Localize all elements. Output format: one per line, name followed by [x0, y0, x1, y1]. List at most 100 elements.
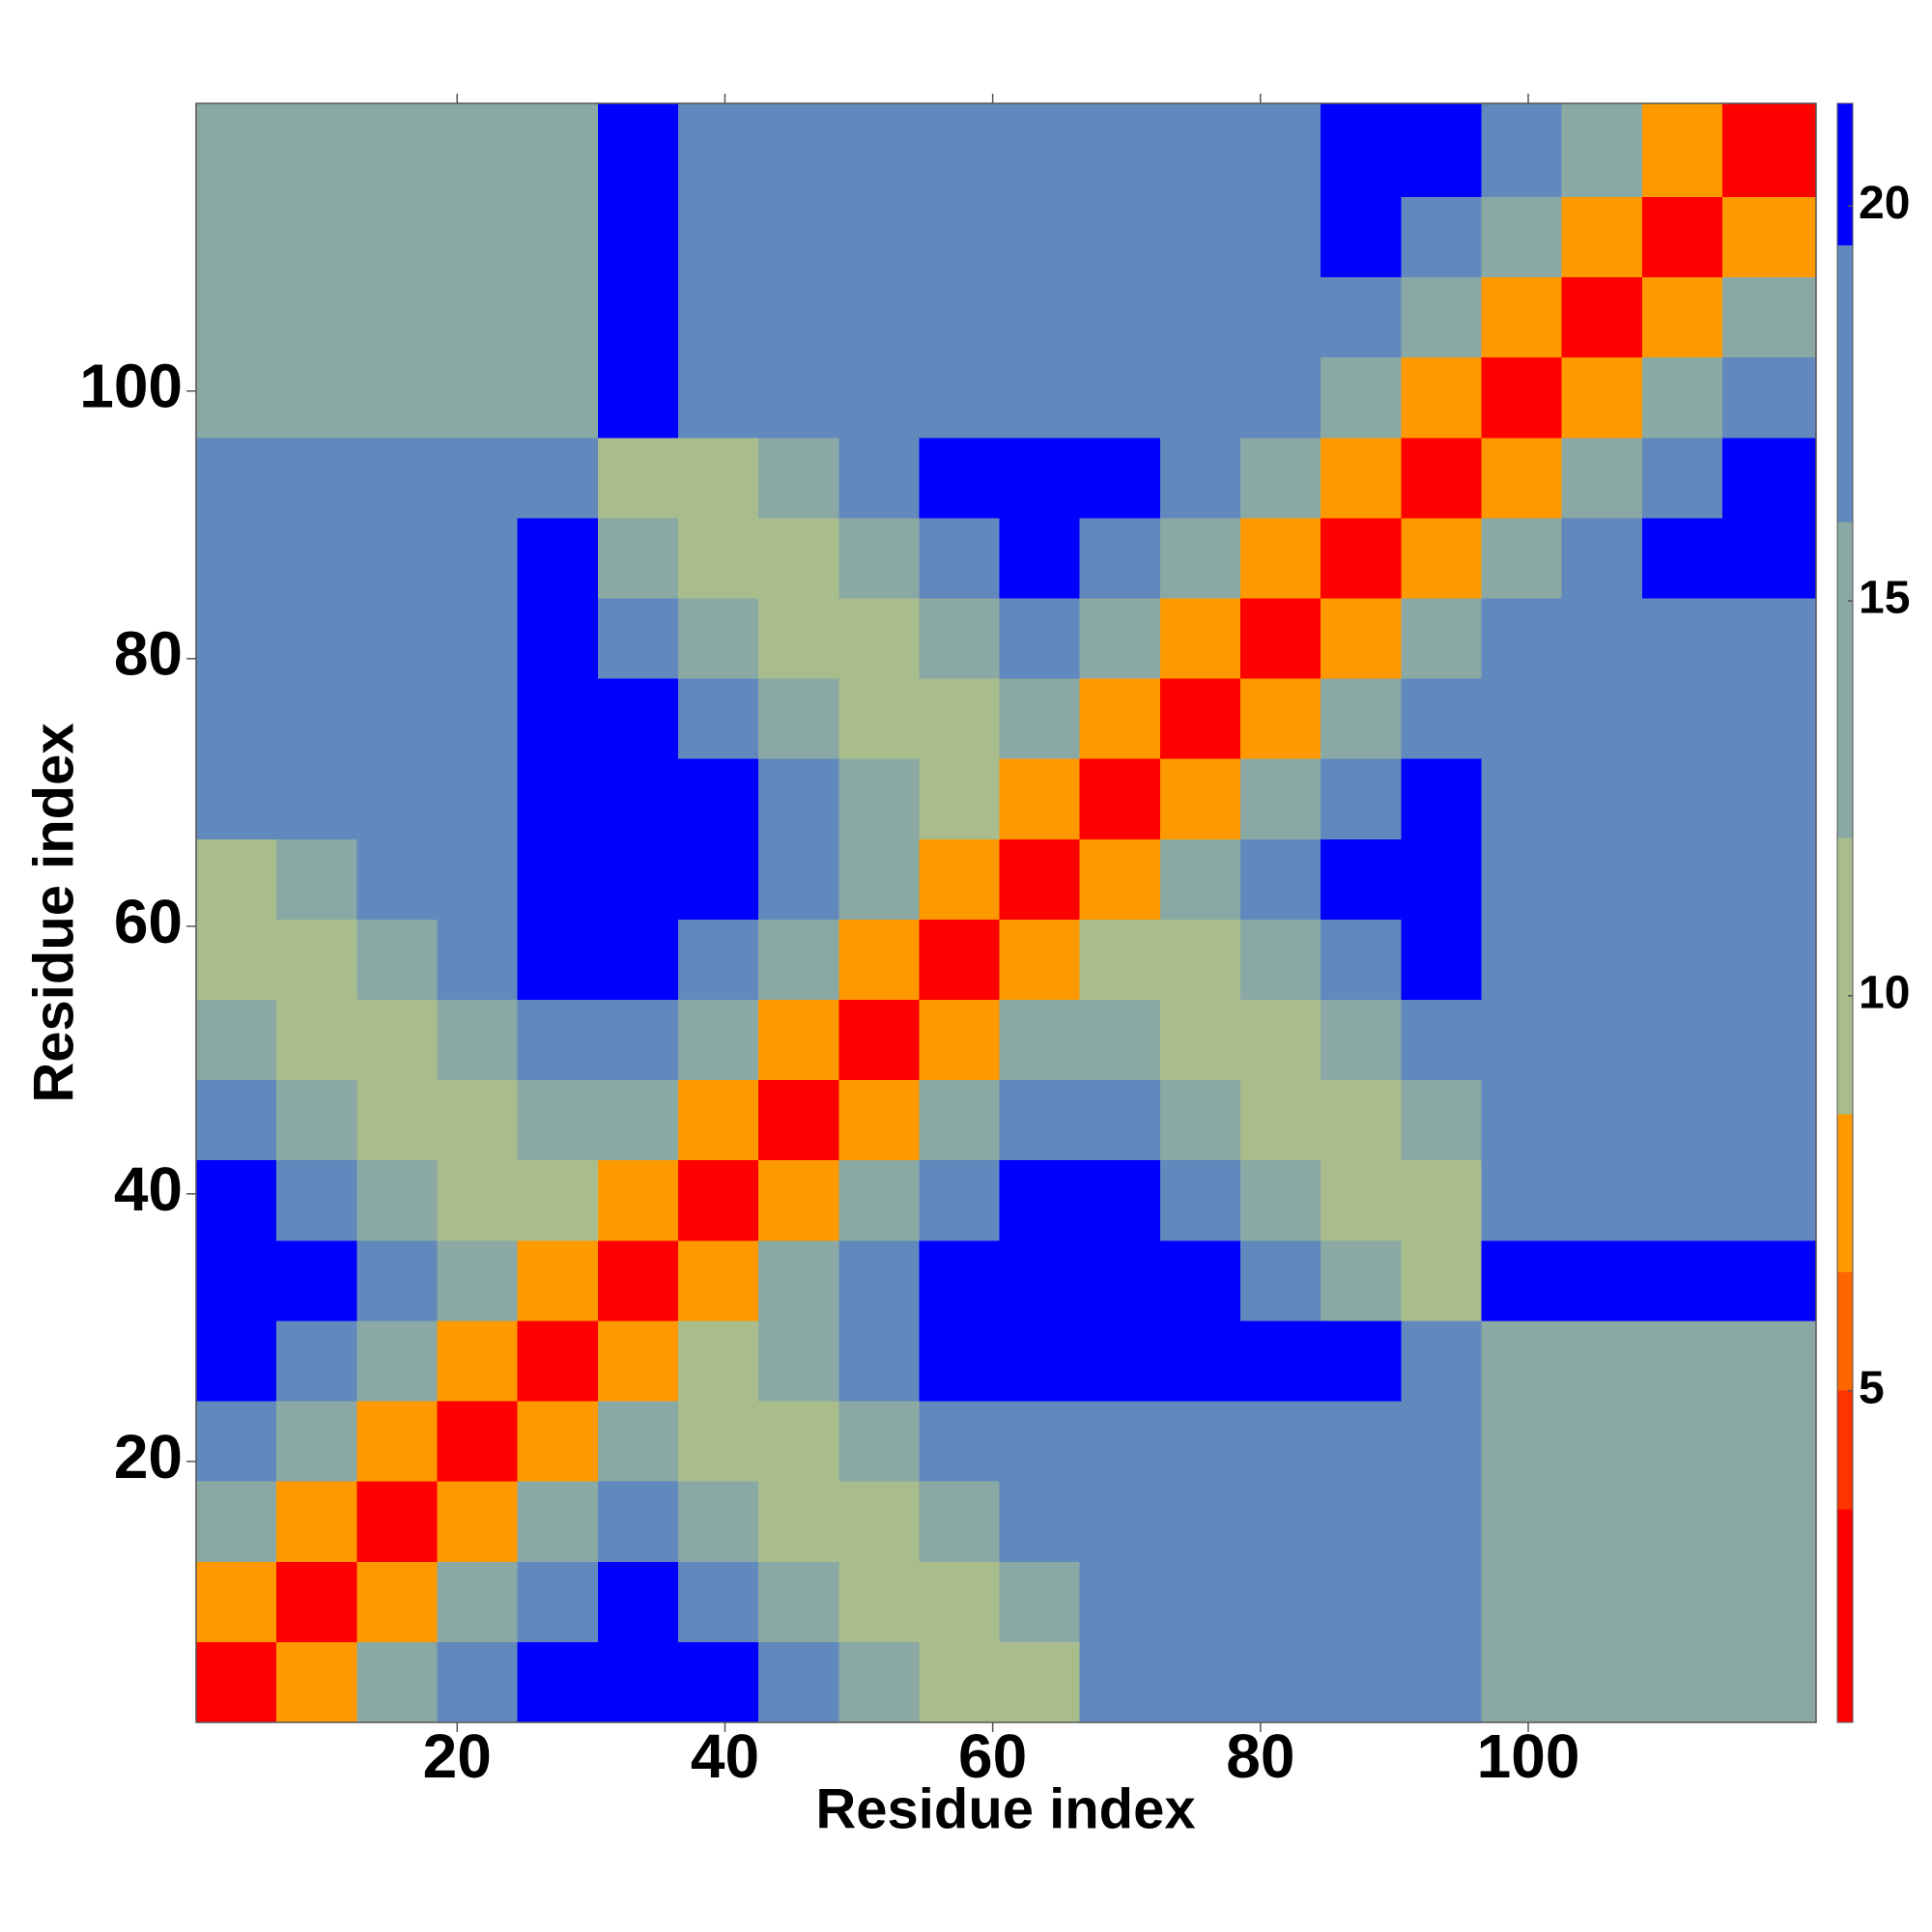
heatmap-cell — [1481, 277, 1562, 358]
heatmap-cell — [1481, 518, 1562, 599]
heatmap-cell — [437, 598, 518, 679]
heatmap-cell — [677, 678, 759, 759]
heatmap-cell — [437, 1080, 518, 1161]
heatmap-cell — [1561, 1401, 1642, 1482]
heatmap-cell — [597, 357, 678, 439]
heatmap-cell — [1321, 838, 1402, 920]
heatmap-cell — [356, 1321, 438, 1402]
heatmap-cell — [1321, 277, 1402, 358]
heatmap-cell — [1481, 678, 1562, 759]
heatmap-cell — [1159, 598, 1241, 679]
heatmap-cell — [276, 838, 357, 920]
heatmap-cell — [276, 1080, 357, 1161]
heatmap-cell — [1159, 1160, 1241, 1241]
heatmap-cell — [919, 1240, 1000, 1321]
heatmap-cell — [517, 1240, 598, 1321]
heatmap-cell — [1481, 1641, 1562, 1722]
heatmap-cell — [1079, 277, 1160, 358]
heatmap-cell — [838, 838, 920, 920]
heatmap-cell — [999, 1321, 1080, 1402]
heatmap-cell — [597, 1000, 678, 1081]
heatmap-cell — [1401, 103, 1482, 197]
heatmap-cell — [758, 1321, 839, 1402]
heatmap-cell — [1321, 1321, 1402, 1402]
heatmap-cell — [1641, 357, 1722, 439]
heatmap-cell — [517, 1321, 598, 1402]
heatmap-cell — [437, 1641, 518, 1722]
heatmap-cell — [758, 1080, 839, 1161]
heatmap-cell — [437, 1561, 518, 1642]
heatmap-cell — [838, 919, 920, 1001]
heatmap-cell — [677, 277, 759, 358]
heatmap-cell — [1159, 758, 1241, 839]
heatmap-cell — [276, 1561, 357, 1642]
heatmap-cell — [838, 1641, 920, 1722]
heatmap-cell — [1240, 1160, 1321, 1241]
heatmap-cell — [597, 1561, 678, 1642]
heatmap-cell — [1079, 1240, 1160, 1321]
heatmap-cell — [1401, 357, 1482, 439]
heatmap-cell — [677, 438, 759, 519]
heatmap-cell — [1240, 1481, 1321, 1562]
heatmap-cell — [919, 196, 1000, 278]
heatmap-cell — [1240, 678, 1321, 759]
heatmap-cell — [758, 277, 839, 358]
heatmap-cell — [1159, 1080, 1241, 1161]
heatmap-cell — [437, 919, 518, 1001]
heatmap-cell — [1159, 919, 1241, 1001]
heatmap — [196, 103, 1816, 1722]
heatmap-cell — [1401, 1401, 1482, 1482]
heatmap-cell — [1641, 598, 1722, 679]
heatmap-cell — [1641, 196, 1722, 278]
heatmap-cell — [356, 919, 438, 1001]
heatmap-cell — [1721, 598, 1816, 679]
heatmap-cell — [1561, 277, 1642, 358]
heatmap-cell — [276, 1481, 357, 1562]
heatmap-cell — [1481, 1561, 1562, 1642]
heatmap-cell — [1641, 758, 1722, 839]
heatmap-cell — [1401, 758, 1482, 839]
heatmap-cell — [1481, 1321, 1562, 1402]
heatmap-cell — [196, 1481, 277, 1562]
colorbar-band — [1837, 522, 1853, 838]
heatmap-cell — [597, 518, 678, 599]
heatmap-cell — [597, 678, 678, 759]
heatmap-cell — [1721, 1321, 1816, 1402]
heatmap-cell — [758, 357, 839, 439]
heatmap-cell — [677, 919, 759, 1001]
heatmap-cell — [677, 598, 759, 679]
heatmap-cell — [999, 103, 1080, 197]
plot-frame — [195, 102, 1817, 1723]
heatmap-cell — [838, 357, 920, 439]
heatmap-cell — [1721, 277, 1816, 358]
heatmap-cell — [1159, 438, 1241, 519]
y-tick-label: 100 — [79, 352, 183, 421]
heatmap-cell — [1561, 1000, 1642, 1081]
heatmap-cell — [1240, 438, 1321, 519]
heatmap-cell — [597, 1481, 678, 1562]
heatmap-cell — [919, 598, 1000, 679]
heatmap-cell — [276, 1641, 357, 1722]
heatmap-cell — [1321, 919, 1402, 1001]
heatmap-cell — [517, 678, 598, 759]
heatmap-cell — [1321, 758, 1402, 839]
colorbar-band — [1837, 1390, 1853, 1510]
heatmap-cell — [838, 518, 920, 599]
heatmap-cell — [1561, 1481, 1642, 1562]
x-tick-label: 40 — [691, 1721, 759, 1791]
colorbar-tick-label: 20 — [1859, 178, 1910, 229]
heatmap-cell — [919, 357, 1000, 439]
heatmap-cell — [1641, 1321, 1722, 1402]
heatmap-cell — [758, 518, 839, 599]
heatmap-cell — [677, 1481, 759, 1562]
heatmap-cell — [196, 1080, 277, 1161]
heatmap-cell — [517, 518, 598, 599]
heatmap-cell — [196, 1321, 277, 1402]
heatmap-cell — [919, 758, 1000, 839]
heatmap-cell — [276, 598, 357, 679]
heatmap-cell — [1079, 1481, 1160, 1562]
colorbar-band — [1837, 1271, 1853, 1391]
heatmap-cell — [1641, 518, 1722, 599]
heatmap-cell — [276, 1160, 357, 1241]
heatmap-cell — [1721, 357, 1816, 439]
